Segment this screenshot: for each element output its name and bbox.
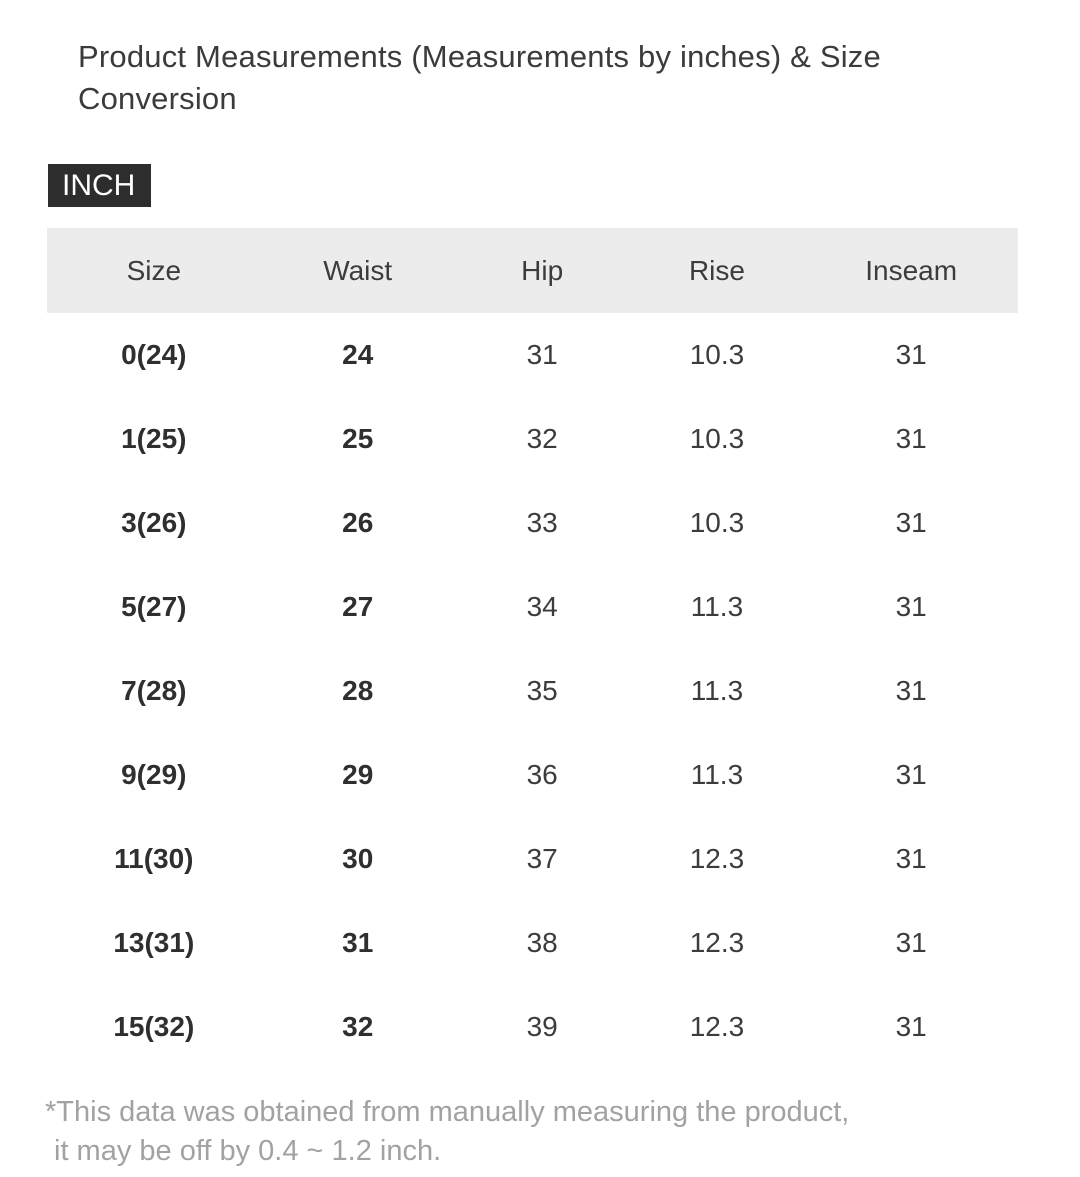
size-cell: 13(31) [113,927,195,958]
footnote-line-1: *This data was obtained from manually me… [45,1096,850,1128]
size-chart-body: 0(24) 24 31 10.3 31 1(25) 25 32 10.3 31 … [47,313,1018,1069]
hip-cell: 33 [526,507,558,538]
size-cell: 1(25) [121,423,187,454]
size-cell: 5(27) [121,591,187,622]
table-row: 15(32) 32 39 12.3 31 [47,985,1018,1069]
waist-cell: 25 [342,423,374,454]
footnote: *This data was obtained from manually me… [45,1093,1035,1171]
size-cell: 0(24) [121,339,187,370]
rise-cell: 10.3 [689,423,745,454]
inseam-cell: 31 [895,843,927,874]
size-chart-table: Size Waist Hip Rise Inseam 0(24) 24 31 1… [47,228,1018,1069]
table-row: 5(27) 27 34 11.3 31 [47,565,1018,649]
waist-cell: 24 [342,339,374,370]
header-cell-waist: Waist [260,228,455,313]
header-cell-rise: Rise [629,228,805,313]
size-cell: 7(28) [121,675,187,706]
hip-cell: 39 [526,1011,558,1042]
rise-cell: 11.3 [690,591,744,622]
rise-cell: 12.3 [689,927,745,958]
size-cell: 15(32) [113,1011,195,1042]
header-cell-size: Size [47,228,261,313]
table-row: 9(29) 29 36 11.3 31 [47,733,1018,817]
hip-cell: 32 [526,423,558,454]
page-title: Product Measurements (Measurements by in… [78,39,881,116]
header-cell-inseam: Inseam [804,228,1018,313]
rise-cell: 10.3 [689,339,745,370]
table-row: 3(26) 26 33 10.3 31 [47,481,1018,565]
inseam-cell: 31 [895,675,927,706]
header-cell-hip: Hip [454,228,630,313]
unit-badge: INCH [48,164,152,207]
waist-cell: 32 [342,1011,374,1042]
unit-badge-row: INCH [48,164,1080,207]
hip-cell: 31 [526,339,558,370]
hip-cell: 36 [526,759,558,790]
table-row: 7(28) 28 35 11.3 31 [47,649,1018,733]
hip-cell: 38 [526,927,558,958]
waist-cell: 26 [342,507,374,538]
table-header: Size Waist Hip Rise Inseam [47,228,1018,313]
inseam-cell: 31 [895,339,927,370]
rise-cell: 10.3 [689,507,745,538]
inseam-cell: 31 [895,1011,927,1042]
waist-cell: 28 [342,675,374,706]
header-row: Size Waist Hip Rise Inseam [47,228,1018,313]
hip-cell: 35 [526,675,558,706]
table-row: 11(30) 30 37 12.3 31 [47,817,1018,901]
inseam-cell: 31 [895,759,927,790]
waist-cell: 30 [342,843,374,874]
inseam-cell: 31 [895,507,927,538]
hip-cell: 37 [526,843,558,874]
size-cell: 3(26) [121,507,187,538]
inseam-cell: 31 [895,423,927,454]
size-cell: 9(29) [121,759,187,790]
inseam-cell: 31 [895,591,927,622]
hip-cell: 34 [526,591,558,622]
table-row: 1(25) 25 32 10.3 31 [47,397,1018,481]
footnote-line-2: it may be off by 0.4 ~ 1.2 inch. [54,1135,442,1167]
waist-cell: 27 [342,591,374,622]
waist-cell: 29 [342,759,374,790]
rise-cell: 11.3 [690,675,744,706]
table-row: 13(31) 31 38 12.3 31 [47,901,1018,985]
rise-cell: 12.3 [689,1011,745,1042]
size-cell: 11(30) [114,843,194,874]
rise-cell: 12.3 [689,843,745,874]
waist-cell: 31 [342,927,374,958]
rise-cell: 11.3 [690,759,744,790]
table-row: 0(24) 24 31 10.3 31 [47,313,1018,397]
inseam-cell: 31 [895,927,927,958]
